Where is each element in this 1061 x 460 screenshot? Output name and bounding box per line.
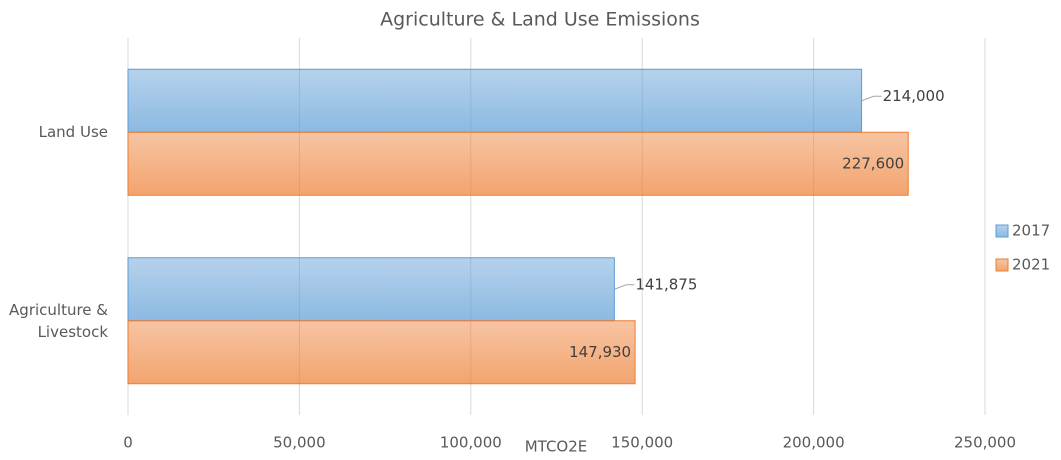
data-label: 147,930 [569,343,631,361]
legend-swatch [995,258,1009,272]
data-label: 141,875 [635,275,697,293]
bar [127,257,615,322]
bar [127,68,863,133]
legend-label: 2021 [1012,256,1050,274]
data-label: 214,000 [883,87,945,105]
legend-label: 2017 [1012,222,1050,240]
chart-title: Agriculture & Land Use Emissions [380,9,700,31]
y-tick-label: Land Use [38,123,108,142]
x-tick-label: 150,000 [611,434,673,452]
y-tick-label: Agriculture & Livestock [9,300,108,341]
bar [127,131,909,196]
data-label: 227,600 [842,154,904,172]
leader-line [614,284,635,290]
x-tick-label: 200,000 [783,434,845,452]
x-tick-label: 0 [123,434,133,452]
x-tick-label: 100,000 [440,434,502,452]
x-axis-title: MTCO2E [525,438,588,456]
leader-line [861,95,882,102]
x-tick-label: 250,000 [954,434,1016,452]
bar [127,320,636,385]
x-tick-label: 50,000 [273,434,326,452]
legend-swatch [995,224,1009,238]
